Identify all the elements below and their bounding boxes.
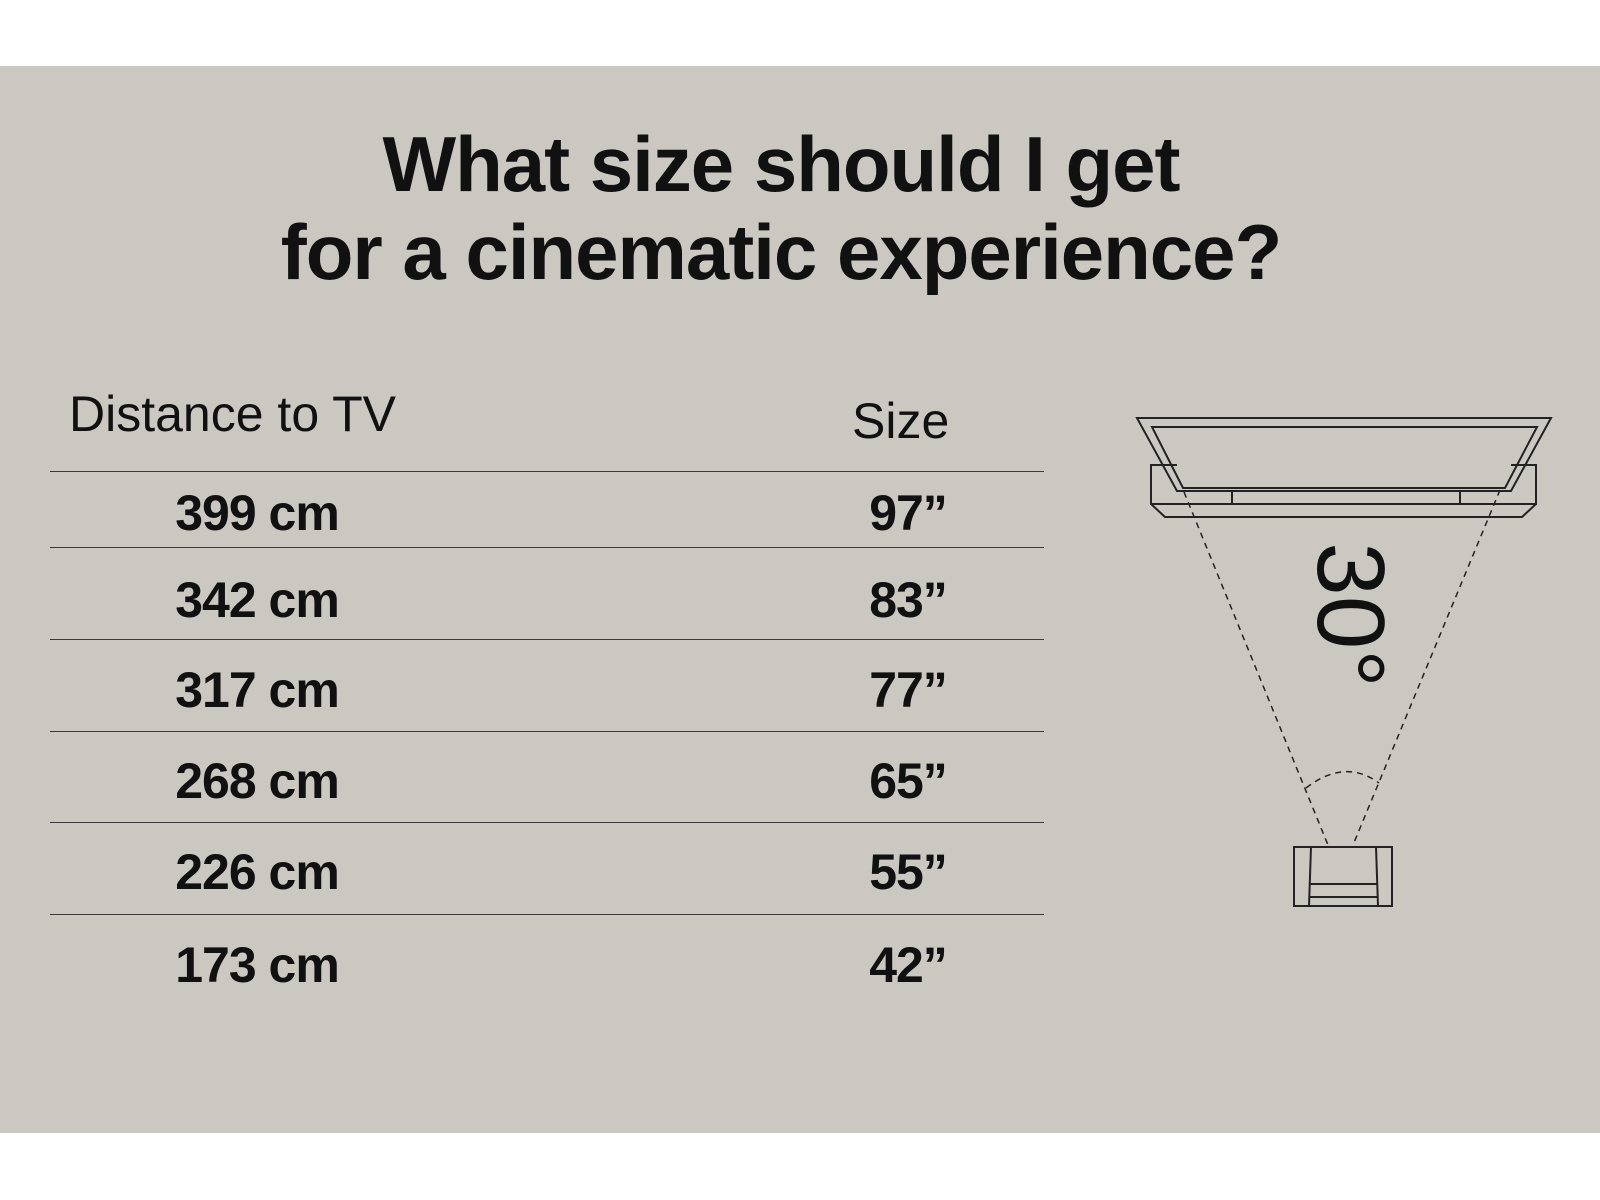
size-cell: 97” <box>869 485 948 541</box>
page-title: What size should I get for a cinematic e… <box>0 120 1600 296</box>
row-divider <box>50 822 1044 823</box>
header-size: Size <box>852 393 950 449</box>
distance-cell: 226 cm <box>175 844 340 900</box>
armchair-icon <box>1293 846 1393 907</box>
sightline-dashes <box>1183 489 1501 846</box>
distance-cell: 173 cm <box>175 937 340 993</box>
size-cell: 83” <box>869 572 948 628</box>
header-distance: Distance to TV <box>69 386 397 442</box>
distance-cell: 399 cm <box>175 485 340 541</box>
angle-label: 30° <box>1297 542 1404 687</box>
size-cell: 65” <box>869 753 948 809</box>
title-line-2: for a cinematic experience? <box>280 208 1282 296</box>
row-divider <box>50 731 1044 732</box>
background-panel <box>0 66 1600 1133</box>
distance-cell: 342 cm <box>175 572 340 628</box>
size-cell: 55” <box>869 844 948 900</box>
size-cell: 77” <box>869 662 948 718</box>
row-divider <box>50 547 1044 548</box>
tv-icon <box>1135 417 1553 492</box>
row-divider <box>50 914 1044 915</box>
distance-cell: 317 cm <box>175 662 340 718</box>
row-divider <box>50 639 1044 640</box>
row-divider <box>50 471 1044 472</box>
size-cell: 42” <box>869 937 948 993</box>
title-line-1: What size should I get <box>382 120 1180 208</box>
tv-stand-icon <box>1150 464 1537 518</box>
distance-cell: 268 cm <box>175 753 340 809</box>
